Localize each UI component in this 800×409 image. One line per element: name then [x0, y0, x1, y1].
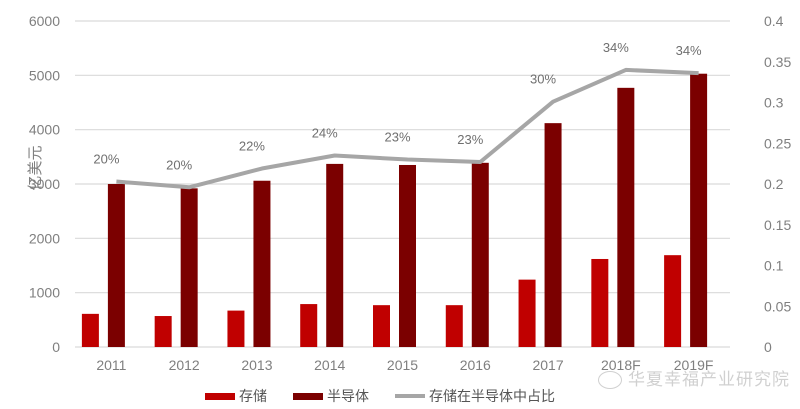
y-axis-left: 0 1000 2000 3000 4000 5000 6000 — [29, 13, 60, 355]
legend: 存储 半导体 存储在半导体中占比 — [205, 386, 555, 406]
legend-item-semiconductor: 半导体 — [293, 386, 369, 406]
x-tick-label: 2019F — [674, 357, 714, 373]
legend-label: 半导体 — [327, 389, 369, 405]
x-tick-label: 2016 — [460, 357, 491, 373]
bar-storage — [300, 304, 318, 347]
y-right-tick-label: 0 — [764, 339, 772, 355]
bar-storage — [154, 316, 172, 347]
y-right-tick-label: 0.35 — [764, 54, 791, 70]
y-tick-label: 4000 — [29, 122, 60, 138]
x-tick-label: 2014 — [314, 357, 345, 373]
data-label: 34% — [603, 40, 629, 55]
y-tick-label: 1000 — [29, 285, 60, 301]
bar-semiconductor — [690, 73, 708, 347]
bar-storage — [518, 279, 536, 347]
bar-storage — [81, 313, 99, 347]
y-right-tick-label: 0.05 — [764, 298, 791, 314]
data-label: 30% — [530, 72, 556, 87]
data-label: 23% — [457, 132, 483, 147]
bar-semiconductor — [617, 87, 635, 347]
bar-storage — [445, 305, 463, 347]
y-tick-label: 3000 — [29, 176, 60, 192]
y-right-tick-label: 0.3 — [764, 95, 784, 111]
legend-swatch-semiconductor — [293, 392, 323, 400]
bar-semiconductor — [180, 188, 198, 347]
y-right-tick-label: 0.25 — [764, 135, 791, 151]
x-tick-label: 2011 — [96, 357, 126, 373]
legend-label: 存储在半导体中占比 — [429, 389, 555, 405]
y-axis-right: 0 0.05 0.1 0.15 0.2 0.25 0.3 0.35 0.4 — [764, 13, 791, 355]
y-tick-label: 0 — [52, 339, 60, 355]
legend-item-storage: 存储 — [205, 386, 267, 406]
x-tick-label: 2015 — [387, 357, 418, 373]
x-axis: 2011 2012 2013 2014 2015 2016 2017 2018F 2019F — [96, 357, 713, 373]
bar-storage — [227, 310, 245, 347]
data-label: 23% — [384, 130, 410, 145]
x-tick-label: 2018F — [601, 357, 641, 373]
bar-storage — [591, 258, 609, 347]
y-tick-label: 5000 — [29, 67, 60, 83]
legend-swatch-storage — [205, 392, 235, 400]
data-label: 24% — [312, 125, 338, 140]
data-label: 20% — [166, 157, 192, 172]
bar-storage — [373, 305, 390, 347]
y-right-tick-label: 0.1 — [764, 258, 784, 274]
x-tick-label: 2012 — [169, 357, 200, 373]
bar-storage — [664, 255, 682, 347]
watermark: 华夏幸福产业研究院 — [598, 365, 790, 390]
y-right-tick-label: 0.4 — [764, 13, 784, 29]
bar-semiconductor — [471, 162, 489, 347]
bar-semiconductor — [399, 164, 416, 347]
y-tick-label: 6000 — [29, 13, 60, 29]
y-tick-label: 2000 — [29, 230, 60, 246]
y-axis-label: 亿美元 — [26, 145, 44, 190]
y-right-tick-label: 0.2 — [764, 176, 784, 192]
ratio-line-path — [116, 67, 699, 190]
legend-item-ratio: 存储在半导体中占比 — [395, 386, 555, 406]
x-tick-label: 2017 — [532, 357, 563, 373]
data-label: 22% — [239, 139, 265, 154]
legend-swatch-ratio — [395, 394, 425, 398]
bar-semiconductor — [326, 163, 344, 347]
x-tick-label: 2013 — [241, 357, 272, 373]
data-label: 20% — [93, 152, 119, 167]
legend-label: 存储 — [239, 389, 267, 405]
wechat-icon — [598, 371, 622, 389]
y-right-tick-label: 0.15 — [764, 217, 791, 233]
bar-semiconductor — [253, 180, 271, 347]
bars — [81, 73, 708, 347]
bar-semiconductor — [544, 123, 562, 347]
data-label: 34% — [676, 43, 702, 58]
ratio-line: 20% 20% 22% 24% 23% 23% 30% 34% 34% — [93, 40, 702, 190]
bar-semiconductor — [107, 184, 125, 347]
watermark-text: 华夏幸福产业研究院 — [628, 370, 790, 390]
